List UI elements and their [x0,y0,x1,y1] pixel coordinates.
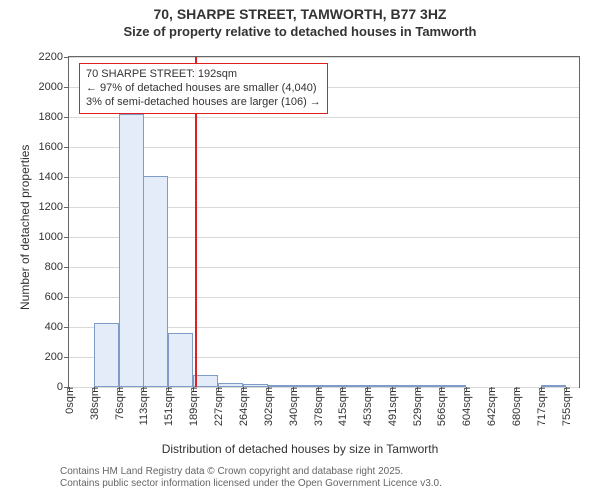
x-axis-label: Distribution of detached houses by size … [0,442,600,456]
x-tick-label: 642sqm [484,387,498,426]
x-tick-label: 755sqm [559,387,573,426]
x-tick-label: 717sqm [534,387,548,426]
y-axis-label: Number of detached properties [18,145,32,310]
annotation-box: 70 SHARPE STREET: 192sqm← 97% of detache… [79,63,328,114]
x-tick-label: 302sqm [261,387,275,426]
x-tick-label: 264sqm [236,387,250,426]
y-tick-label: 400 [45,321,69,333]
attribution-line: Contains HM Land Registry data © Crown c… [60,466,442,478]
grid-line [69,57,579,58]
y-tick-label: 1600 [39,141,69,153]
y-tick-label: 1200 [39,201,69,213]
x-tick-label: 151sqm [161,387,175,426]
x-tick-label: 680sqm [509,387,523,426]
histogram-bar [119,114,144,387]
y-tick-label: 200 [45,351,69,363]
x-tick-label: 189sqm [186,387,200,426]
x-tick-label: 340sqm [286,387,300,426]
annotation-line: 3% of semi-detached houses are larger (1… [86,96,321,110]
histogram-bar [143,176,168,388]
x-tick-label: 604sqm [459,387,473,426]
y-tick-label: 1400 [39,171,69,183]
x-tick-label: 566sqm [434,387,448,426]
x-tick-label: 453sqm [360,387,374,426]
x-tick-label: 38sqm [87,387,101,420]
y-tick-label: 600 [45,291,69,303]
y-tick-label: 800 [45,261,69,273]
chart-title: 70, SHARPE STREET, TAMWORTH, B77 3HZ [0,6,600,22]
attribution-line: Contains public sector information licen… [60,478,442,490]
histogram-bar [168,333,193,387]
grid-line [69,117,579,118]
y-tick-label: 2000 [39,81,69,93]
annotation-line: ← 97% of detached houses are smaller (4,… [86,82,321,96]
x-tick-label: 491sqm [385,387,399,426]
x-tick-label: 0sqm [62,387,76,414]
y-tick-label: 2200 [39,51,69,63]
histogram-bar [94,323,119,388]
x-tick-label: 76sqm [112,387,126,420]
chart-container: 70, SHARPE STREET, TAMWORTH, B77 3HZ Siz… [0,0,600,500]
y-tick-label: 1800 [39,111,69,123]
attribution-text: Contains HM Land Registry data © Crown c… [60,466,442,490]
x-tick-label: 415sqm [335,387,349,426]
x-tick-label: 227sqm [211,387,225,426]
x-tick-label: 113sqm [136,387,150,425]
y-tick-label: 1000 [39,231,69,243]
x-tick-label: 378sqm [311,387,325,426]
grid-line [69,147,579,148]
x-tick-label: 529sqm [410,387,424,426]
plot-area: 0200400600800100012001400160018002000220… [68,56,580,388]
annotation-line: 70 SHARPE STREET: 192sqm [86,68,321,82]
chart-subtitle: Size of property relative to detached ho… [0,24,600,39]
